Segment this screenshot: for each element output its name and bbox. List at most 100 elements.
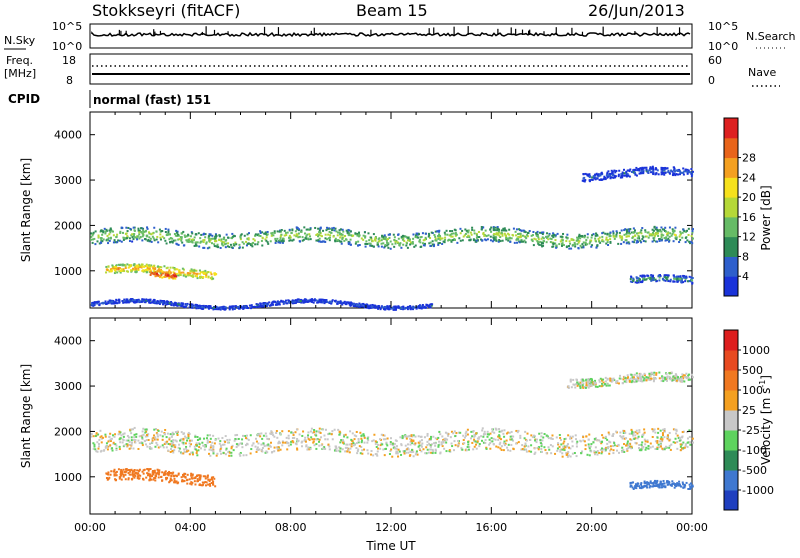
- velocity-cell: [421, 439, 423, 441]
- velocity-cell: [108, 436, 110, 438]
- velocity-cell: [113, 470, 115, 472]
- power-cell: [405, 245, 407, 247]
- power-cell: [645, 231, 647, 233]
- power-cell: [228, 246, 230, 248]
- power-cell: [159, 229, 161, 231]
- velocity-cell: [327, 438, 329, 440]
- velocity-cell: [608, 432, 610, 434]
- velocity-cell: [151, 448, 153, 450]
- velocity-cell: [373, 439, 375, 441]
- power-cell: [398, 244, 400, 246]
- power-cell: [660, 231, 662, 233]
- power-cell: [378, 237, 380, 239]
- power-cell: [242, 308, 244, 310]
- power-cell: [372, 304, 374, 306]
- power-cell: [595, 240, 597, 242]
- velocity-cell: [402, 437, 404, 439]
- velocity-cell: [629, 438, 631, 440]
- power-cell: [126, 237, 128, 239]
- velocity-cell: [502, 433, 504, 435]
- velocity-cell: [194, 446, 196, 448]
- velocity-cell: [503, 441, 505, 443]
- velocity-cell: [234, 440, 236, 442]
- velocity-cell: [506, 447, 508, 449]
- power-cell: [634, 234, 636, 236]
- power-cell: [388, 308, 390, 310]
- power-cell: [531, 239, 533, 241]
- velocity-cell: [446, 450, 448, 452]
- power-cell: [613, 235, 615, 237]
- velocity-cell: [185, 477, 187, 479]
- velocity-cell: [382, 448, 384, 450]
- velocity-cell: [145, 443, 147, 445]
- velocity-cell: [127, 478, 129, 480]
- power-cell: [322, 230, 324, 232]
- velocity-cell: [315, 443, 317, 445]
- velocity-cell: [482, 436, 484, 438]
- power-cell: [300, 231, 302, 233]
- power-cell: [661, 169, 663, 171]
- velocity-cell: [486, 436, 488, 438]
- velocity-cell: [125, 478, 127, 480]
- power-cell: [397, 241, 399, 243]
- power-cell: [605, 178, 607, 180]
- velocity-cell: [478, 445, 480, 447]
- power-cell: [156, 236, 158, 238]
- velocity-cell: [510, 436, 512, 438]
- velocity-cell: [428, 452, 430, 454]
- power-cell: [251, 304, 253, 306]
- velocity-cell: [152, 473, 154, 475]
- power-cell: [648, 237, 650, 239]
- power-cell: [156, 273, 158, 275]
- velocity-cell: [324, 438, 326, 440]
- power-cell: [504, 233, 506, 235]
- power-cell: [450, 234, 452, 236]
- velocity-cell: [279, 433, 281, 435]
- power-cell: [121, 227, 123, 229]
- velocity-cell: [493, 443, 495, 445]
- velocity-cell: [550, 438, 552, 440]
- velocity-cell: [654, 428, 656, 430]
- velocity-cell: [155, 474, 157, 476]
- power-cell: [270, 232, 272, 234]
- velocity-cell: [654, 432, 656, 434]
- power-cell: [587, 237, 589, 239]
- power-cell: [195, 270, 197, 272]
- power-cell: [618, 170, 620, 172]
- power-cell: [333, 236, 335, 238]
- power-cell: [132, 299, 134, 301]
- power-cell: [326, 301, 328, 303]
- power-cell: [265, 240, 267, 242]
- power-cell: [652, 229, 654, 231]
- velocity-cell: [419, 440, 421, 442]
- velocity-cell: [281, 430, 283, 432]
- power-cell: [446, 234, 448, 236]
- velocity-cell: [207, 441, 209, 443]
- velocity-cell: [280, 449, 282, 451]
- velocity-cell: [465, 432, 467, 434]
- power-cell: [535, 233, 537, 235]
- velocity-cell: [367, 439, 369, 441]
- power-cell: [205, 306, 207, 308]
- velocity-cell: [262, 442, 264, 444]
- power-cell: [145, 230, 147, 232]
- power-cell: [422, 232, 424, 234]
- velocity-cell: [182, 442, 184, 444]
- velocity-cell: [256, 441, 258, 443]
- power-cell: [101, 229, 103, 231]
- velocity-cell: [92, 442, 94, 444]
- velocity-cell: [636, 432, 638, 434]
- power-cell: [525, 241, 527, 243]
- power-cell: [692, 228, 694, 230]
- velocity-cell: [257, 446, 259, 448]
- power-cell: [497, 226, 499, 228]
- power-cell: [679, 234, 681, 236]
- power-cell: [446, 230, 448, 232]
- velocity-cell: [123, 439, 125, 441]
- velocity-cell: [186, 483, 188, 485]
- velocity-cell: [174, 439, 176, 441]
- power-cell: [609, 232, 611, 234]
- power-cell: [674, 168, 676, 170]
- power-cell: [522, 241, 524, 243]
- power-cell: [685, 276, 687, 278]
